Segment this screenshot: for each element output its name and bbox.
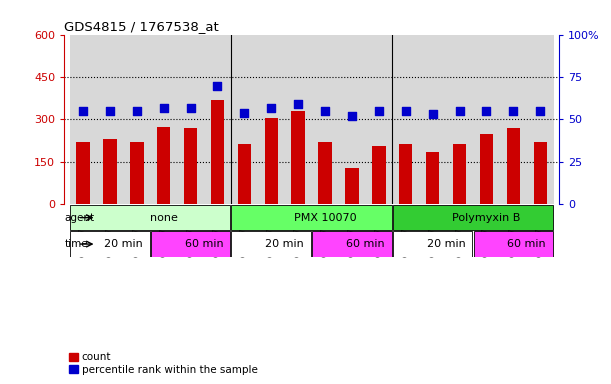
Bar xyxy=(265,118,278,204)
Text: 60 min: 60 min xyxy=(346,239,385,249)
Bar xyxy=(157,127,170,204)
Point xyxy=(455,108,464,114)
Bar xyxy=(285,35,312,204)
Bar xyxy=(419,35,446,204)
Text: Polymyxin B: Polymyxin B xyxy=(452,213,521,223)
Bar xyxy=(177,35,204,204)
Point xyxy=(535,108,545,114)
Bar xyxy=(150,35,177,204)
Bar xyxy=(473,35,500,204)
Bar xyxy=(500,35,527,204)
Text: time: time xyxy=(65,239,89,249)
Bar xyxy=(211,100,224,204)
Bar xyxy=(76,142,90,204)
Bar xyxy=(533,142,547,204)
Text: agent: agent xyxy=(65,213,95,223)
Bar xyxy=(103,139,117,204)
Point xyxy=(428,111,437,118)
Point xyxy=(293,101,303,107)
Point xyxy=(213,83,222,89)
Bar xyxy=(70,35,97,204)
Text: 20 min: 20 min xyxy=(265,239,304,249)
Point xyxy=(132,108,142,114)
Text: 20 min: 20 min xyxy=(426,239,466,249)
Bar xyxy=(151,232,230,257)
Bar xyxy=(291,111,305,204)
Bar xyxy=(393,205,553,230)
Text: PMX 10070: PMX 10070 xyxy=(294,213,356,223)
Point xyxy=(159,104,169,111)
Bar xyxy=(480,134,493,204)
Text: GDS4815 / 1767538_at: GDS4815 / 1767538_at xyxy=(64,20,219,33)
Point xyxy=(240,109,249,116)
Bar xyxy=(312,35,338,204)
Point xyxy=(78,108,88,114)
Point xyxy=(401,108,411,114)
Bar xyxy=(238,144,251,204)
Point xyxy=(508,108,518,114)
Bar xyxy=(232,205,392,230)
Bar xyxy=(453,144,466,204)
Bar xyxy=(345,168,359,204)
Point xyxy=(266,104,276,111)
Bar xyxy=(204,35,231,204)
Bar xyxy=(130,142,144,204)
Bar xyxy=(507,128,520,204)
Bar xyxy=(312,232,392,257)
Bar xyxy=(184,128,197,204)
Bar xyxy=(426,152,439,204)
Bar xyxy=(70,205,230,230)
Bar xyxy=(123,35,150,204)
Text: 60 min: 60 min xyxy=(508,239,546,249)
Bar xyxy=(231,35,258,204)
Bar xyxy=(232,232,311,257)
Point xyxy=(186,104,196,111)
Point xyxy=(320,108,330,114)
Point xyxy=(374,108,384,114)
Bar xyxy=(258,35,285,204)
Bar xyxy=(372,146,386,204)
Bar xyxy=(399,144,412,204)
Bar xyxy=(392,35,419,204)
Point xyxy=(481,108,491,114)
Bar xyxy=(70,232,150,257)
Text: 60 min: 60 min xyxy=(185,239,224,249)
Bar xyxy=(338,35,365,204)
Bar xyxy=(365,35,392,204)
Bar xyxy=(474,232,553,257)
Text: none: none xyxy=(150,213,178,223)
Bar xyxy=(446,35,473,204)
Bar xyxy=(393,232,472,257)
Bar xyxy=(97,35,123,204)
Legend: count, percentile rank within the sample: count, percentile rank within the sample xyxy=(70,353,258,375)
Point xyxy=(347,113,357,119)
Point xyxy=(105,108,115,114)
Text: 20 min: 20 min xyxy=(104,239,143,249)
Bar xyxy=(318,142,332,204)
Bar xyxy=(527,35,554,204)
